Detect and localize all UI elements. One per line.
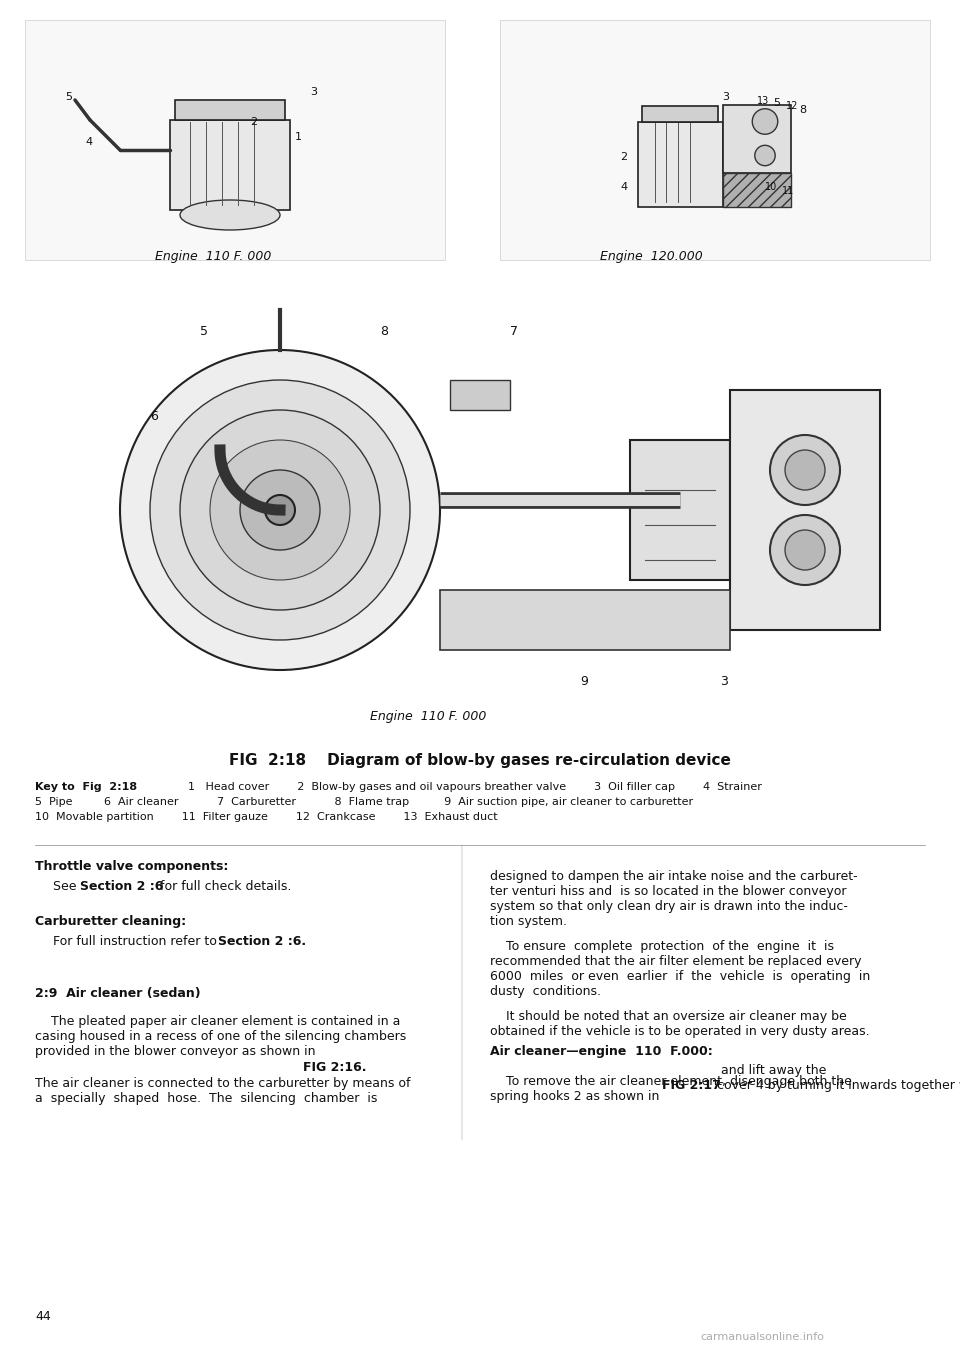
Text: Section 2 :6: Section 2 :6 — [80, 880, 163, 894]
Bar — [641, 106, 718, 121]
Text: Section 2 :6.: Section 2 :6. — [218, 936, 306, 948]
Circle shape — [210, 440, 350, 580]
Bar — [450, 380, 510, 410]
Text: 1: 1 — [295, 132, 302, 143]
Text: To remove the air cleaner element, disengage both the
spring hooks 2 as shown in: To remove the air cleaner element, disen… — [490, 1076, 852, 1103]
Text: To ensure  complete  protection  of the  engine  it  is
recommended that the air: To ensure complete protection of the eng… — [490, 940, 871, 998]
Bar — [723, 172, 790, 206]
Text: 2:9  Air cleaner (sedan): 2:9 Air cleaner (sedan) — [35, 987, 201, 999]
Text: Air cleaner—engine  110  F.000:: Air cleaner—engine 110 F.000: — [490, 1046, 712, 1058]
Circle shape — [785, 530, 825, 570]
Text: designed to dampen the air intake noise and the carburet-
ter venturi hiss and  : designed to dampen the air intake noise … — [490, 870, 857, 928]
Text: 10: 10 — [765, 182, 778, 191]
Text: 8: 8 — [799, 105, 806, 115]
Text: See: See — [53, 880, 81, 894]
Text: 13: 13 — [756, 96, 769, 106]
Circle shape — [753, 109, 778, 134]
Circle shape — [265, 496, 295, 526]
Text: FIG 2:16.: FIG 2:16. — [303, 1061, 367, 1074]
Circle shape — [755, 145, 776, 166]
Text: 11: 11 — [782, 186, 794, 196]
Text: It should be noted that an oversize air cleaner may be
obtained if the vehicle i: It should be noted that an oversize air … — [490, 1010, 870, 1038]
Text: FIG  2:18    Diagram of blow-by gases re-circulation device: FIG 2:18 Diagram of blow-by gases re-cir… — [229, 752, 731, 769]
Bar — [170, 120, 290, 210]
Circle shape — [180, 410, 380, 610]
Circle shape — [770, 435, 840, 505]
Text: 6: 6 — [150, 410, 157, 422]
Bar — [440, 589, 730, 650]
Text: 10  Movable partition        11  Filter gauze        12  Crankcase        13  Ex: 10 Movable partition 11 Filter gauze 12 … — [35, 812, 497, 822]
Circle shape — [240, 470, 320, 550]
Circle shape — [785, 449, 825, 490]
Text: 3: 3 — [720, 675, 728, 689]
Text: 2: 2 — [620, 152, 628, 162]
Bar — [25, 20, 445, 259]
Text: Carburetter cleaning:: Carburetter cleaning: — [35, 915, 186, 928]
Bar — [630, 440, 730, 580]
Text: 3: 3 — [310, 87, 317, 96]
Bar — [637, 121, 723, 206]
Text: The air cleaner is connected to the carburetter by means of
a  specially  shaped: The air cleaner is connected to the carb… — [35, 1077, 411, 1105]
Text: For full instruction refer to: For full instruction refer to — [53, 936, 221, 948]
Text: Throttle valve components:: Throttle valve components: — [35, 860, 228, 873]
Text: 44: 44 — [35, 1310, 51, 1323]
Circle shape — [120, 350, 440, 669]
Text: and lift away the
cover 4 by turning it inwards together with the hose 5.: and lift away the cover 4 by turning it … — [717, 1065, 960, 1092]
Text: 4: 4 — [85, 137, 92, 147]
Text: 5: 5 — [65, 92, 72, 102]
Ellipse shape — [180, 200, 280, 230]
Text: 3: 3 — [723, 92, 730, 102]
Text: Key to  Fig  2:18: Key to Fig 2:18 — [35, 782, 137, 792]
Bar — [500, 20, 930, 259]
Text: carmanualsonline.info: carmanualsonline.info — [700, 1332, 824, 1342]
Text: The pleated paper air cleaner element is contained in a
casing housed in a reces: The pleated paper air cleaner element is… — [35, 1014, 406, 1058]
Bar — [730, 390, 880, 630]
Text: Engine  120.000: Engine 120.000 — [600, 250, 703, 263]
Bar — [723, 105, 790, 172]
Text: 1   Head cover        2  Blow-by gases and oil vapours breather valve        3  : 1 Head cover 2 Blow-by gases and oil vap… — [160, 782, 762, 792]
Text: 12: 12 — [786, 100, 799, 111]
Text: Engine  110 F. 000: Engine 110 F. 000 — [155, 250, 272, 263]
Text: FIG 2:17: FIG 2:17 — [662, 1080, 721, 1092]
Text: 5: 5 — [774, 98, 780, 109]
Text: 2: 2 — [250, 117, 257, 128]
Text: 8: 8 — [380, 325, 388, 338]
Text: 9: 9 — [580, 675, 588, 689]
Text: for full check details.: for full check details. — [156, 880, 292, 894]
Bar — [175, 100, 285, 120]
Circle shape — [770, 515, 840, 585]
Text: 5  Pipe         6  Air cleaner           7  Carburetter           8  Flame trap : 5 Pipe 6 Air cleaner 7 Carburetter 8 Fla… — [35, 797, 693, 807]
Text: 5: 5 — [200, 325, 208, 338]
Circle shape — [150, 380, 410, 640]
Text: 7: 7 — [510, 325, 518, 338]
Text: 4: 4 — [620, 182, 628, 191]
Text: Engine  110 F. 000: Engine 110 F. 000 — [370, 710, 487, 722]
